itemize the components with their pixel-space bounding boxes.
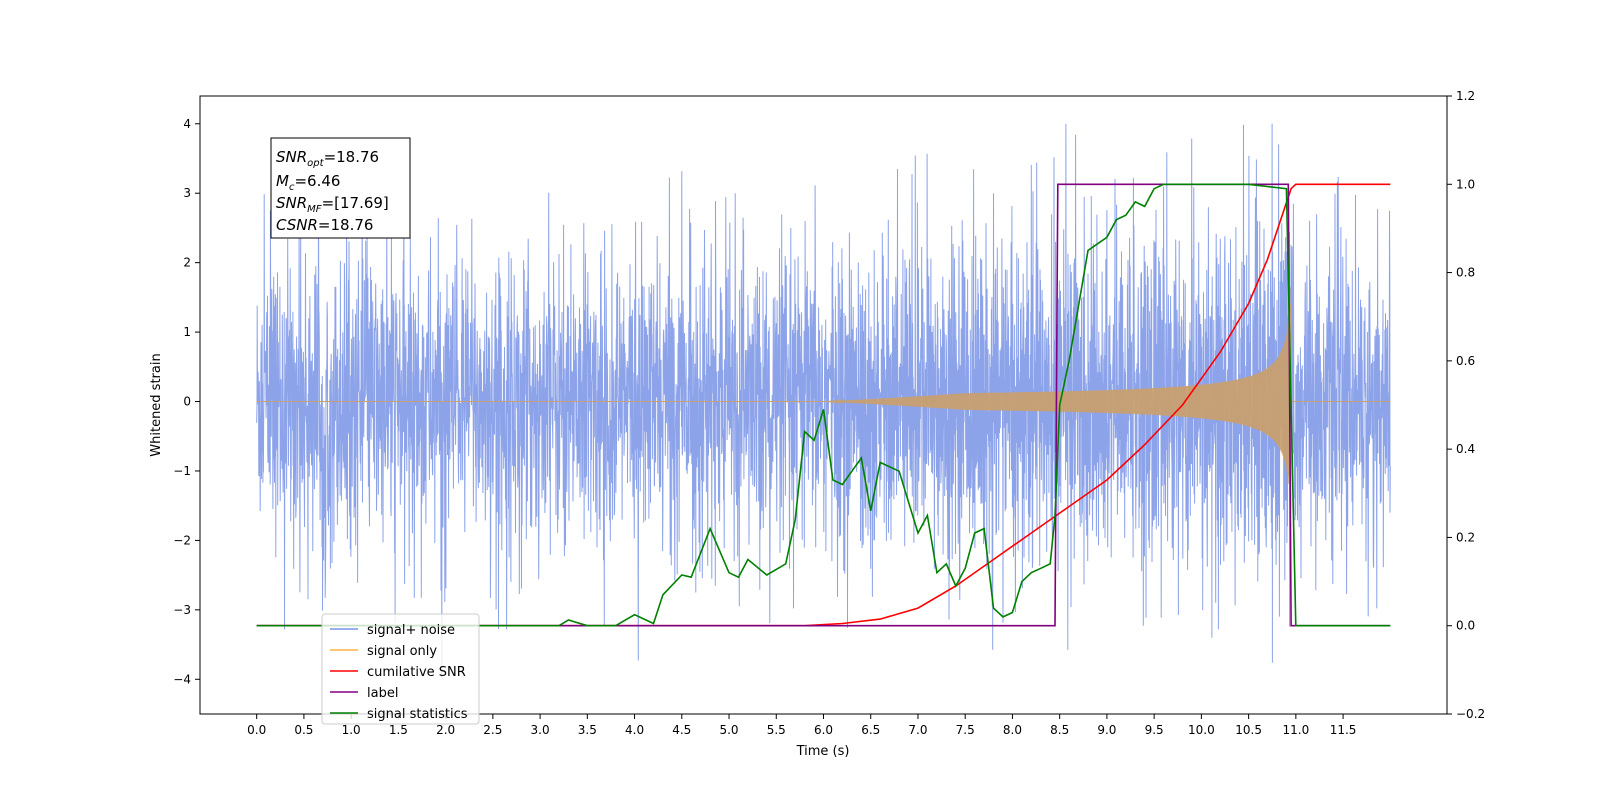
legend-frame [321, 613, 480, 725]
legend-items: signal+ noise signal only cumilative SNR la… [330, 623, 468, 722]
y-tick-label: −2 [173, 533, 191, 547]
x-tick-label: 1.5 [389, 723, 408, 737]
y-tick-label: −4 [173, 672, 191, 686]
y-tick-label: −1 [173, 464, 191, 478]
x-tick-label: 8.5 [1050, 723, 1069, 737]
y2-tick-label: 1.2 [1456, 89, 1475, 103]
x-tick-label: 4.5 [672, 723, 691, 737]
y2-tick-label: 0.8 [1456, 266, 1475, 280]
y2-tick-label: 0.4 [1456, 442, 1475, 456]
x-tick-label: 2.0 [436, 723, 455, 737]
annotation-frame [270, 137, 411, 239]
x-tick-label: 10.0 [1188, 723, 1215, 737]
x-tick-label: 5.5 [767, 723, 786, 737]
x-tick-label: 5.0 [719, 723, 738, 737]
x-tick-label: 3.0 [531, 723, 550, 737]
y2-tick-label: 0.0 [1456, 619, 1475, 633]
x-tick-label: 11.5 [1330, 723, 1357, 737]
x-axis: 0.0 0.5 1.0 1.5 2.0 2.5 3.0 3.5 4.0 4.5 5.0 5.5 6.0 6… [247, 714, 1356, 737]
y-tick-label: 3 [183, 186, 191, 200]
y-tick-label: 1 [183, 325, 191, 339]
annotation-csnr: CSNR=18.76 [276, 216, 373, 234]
y2-tick-label: 1.0 [1456, 177, 1475, 191]
x-tick-label: 0.5 [294, 723, 313, 737]
legend-label: signal statistics [367, 707, 468, 722]
y2-tick-label: −0.2 [1456, 707, 1485, 721]
series-cumilative-snr [256, 183, 1391, 627]
annotation-snr-opt: SNRopt=18.76 [276, 148, 379, 169]
y-tick-label: 0 [183, 395, 191, 409]
legend: signal+ noise signal only cumilative SNR la… [321, 613, 480, 725]
x-tick-label: 7.0 [908, 723, 927, 737]
plot-area [256, 123, 1391, 679]
legend-label: signal only [367, 644, 437, 659]
y-tick-label: 4 [183, 117, 191, 131]
x-axis-label: Time (s) [796, 744, 850, 759]
x-tick-label: 1.0 [342, 723, 361, 737]
x-tick-label: 4.0 [625, 723, 644, 737]
y-axis-left: −4 −3 −2 −1 0 1 2 3 4 [173, 117, 200, 686]
legend-label: cumilative SNR [367, 665, 466, 680]
x-tick-label: 11.0 [1282, 723, 1309, 737]
x-tick-label: 8.0 [1003, 723, 1022, 737]
y-axis-label: Whitened strain [149, 353, 164, 456]
x-tick-label: 10.5 [1235, 723, 1262, 737]
series-signal-statistics [256, 183, 1391, 627]
annotation-mc: Mc=6.46 [276, 172, 340, 193]
x-tick-label: 3.5 [578, 723, 597, 737]
x-tick-label: 9.5 [1145, 723, 1164, 737]
x-tick-label: 9.0 [1097, 723, 1116, 737]
y2-tick-label: 0.2 [1456, 530, 1475, 544]
y2-tick-label: 0.6 [1456, 354, 1475, 368]
annotation-box: SNRopt=18.76 Mc=6.46 SNRMF=[17.69] CSNR=… [270, 137, 411, 239]
x-tick-label: 0.0 [247, 723, 266, 737]
legend-label: signal+ noise [367, 623, 455, 638]
annotation-snr-mf: SNRMF=[17.69] [276, 194, 389, 215]
x-tick-label: 2.5 [483, 723, 502, 737]
y-tick-label: −3 [173, 603, 191, 617]
x-tick-label: 7.5 [956, 723, 975, 737]
y-axis-right: −0.2 0.0 0.2 0.4 0.6 0.8 1.0 1.2 [1447, 89, 1485, 721]
x-tick-label: 6.5 [861, 723, 880, 737]
y-tick-label: 2 [183, 256, 191, 270]
legend-label: label [367, 686, 398, 701]
series-signal-only [256, 286, 1391, 507]
x-tick-label: 6.0 [814, 723, 833, 737]
